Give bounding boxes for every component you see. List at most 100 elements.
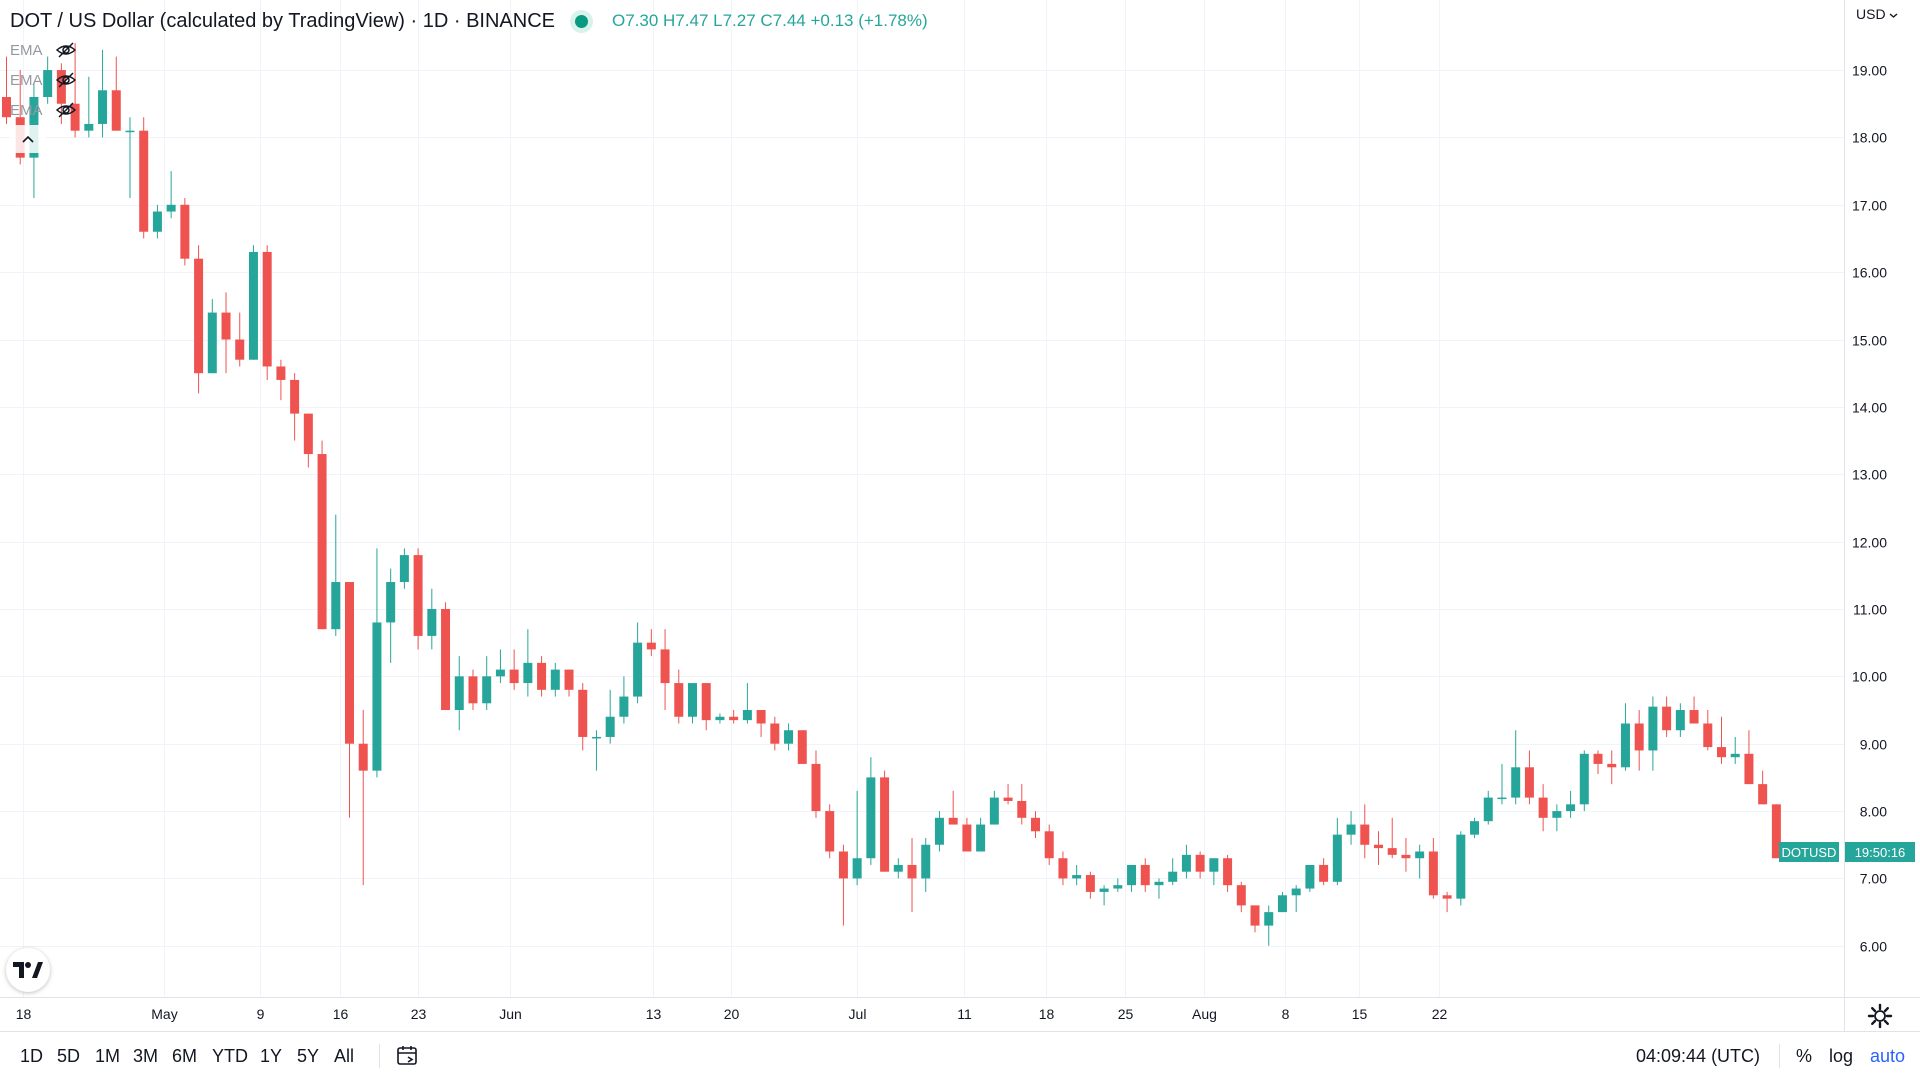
range-1d-button[interactable]: 1D	[20, 1046, 44, 1066]
candle	[564, 669, 574, 697]
indicator-ema-2[interactable]: EMA	[10, 69, 77, 91]
price-chart[interactable]: 6.00 7.00 8.00 9.00 10.00 11.00 12.00 13.00 14.0…	[0, 0, 1920, 1031]
candle-body	[386, 582, 396, 623]
candle-body	[1401, 854, 1411, 859]
price-tick-label: 18.00	[1852, 130, 1887, 146]
candle-body	[1552, 811, 1562, 818]
market-status-icon	[575, 14, 588, 28]
candle	[1085, 871, 1095, 899]
time-axis[interactable]: 18 May 9 16 23 Jun 13 20 Jul 11 18 25 Aug 8 15 22	[16, 1006, 1448, 1022]
candle-body	[756, 710, 766, 724]
candle-body	[372, 622, 382, 771]
candle	[1497, 763, 1507, 805]
range-3m-button[interactable]: 3M	[133, 1046, 159, 1066]
currency-label: USD	[1856, 6, 1886, 22]
percent-scale-toggle[interactable]: %	[1796, 1046, 1813, 1066]
time-tick-label: 23	[411, 1006, 427, 1022]
candle	[537, 656, 547, 697]
candle-body	[125, 130, 135, 133]
eye-crossed-icon[interactable]	[55, 41, 77, 59]
candle	[207, 299, 217, 374]
range-6m-button[interactable]: 6M	[172, 1046, 198, 1066]
time-tick-label: Aug	[1192, 1006, 1217, 1022]
price-tick-label: 11.00	[1853, 602, 1887, 618]
currency-selector[interactable]: USD	[1856, 6, 1898, 22]
candle	[331, 514, 341, 636]
range-all-button[interactable]: All	[334, 1046, 355, 1066]
candle	[550, 662, 560, 697]
log-scale-toggle[interactable]: log	[1829, 1046, 1854, 1066]
candle-body	[1127, 864, 1137, 886]
chevron-up-icon	[22, 135, 34, 143]
time-tick-label: 20	[724, 1006, 740, 1022]
candle	[1113, 878, 1123, 892]
eye-crossed-icon[interactable]	[55, 101, 77, 119]
candle-body	[1277, 895, 1287, 913]
candle	[1387, 817, 1397, 859]
time-tick-label: May	[151, 1006, 177, 1022]
candle	[893, 858, 903, 879]
time-tick-label: Jul	[849, 1006, 867, 1022]
candle	[646, 629, 656, 657]
candle	[399, 548, 409, 589]
price-axis[interactable]: 6.00 7.00 8.00 9.00 10.00 11.00 12.00 13.00 14.0…	[1852, 63, 1887, 955]
range-5y-button[interactable]: 5Y	[297, 1046, 320, 1066]
time-tick-label: 13	[646, 1006, 662, 1022]
candle	[139, 117, 149, 239]
auto-scale-toggle[interactable]: auto	[1870, 1046, 1906, 1066]
range-5d-button[interactable]: 5D	[57, 1046, 81, 1066]
candle-body	[1717, 747, 1726, 758]
candle-body	[797, 730, 807, 764]
candle-body	[399, 555, 409, 583]
candle-body	[207, 312, 217, 374]
time-tick-label: 25	[1118, 1006, 1134, 1022]
candle-body	[1017, 800, 1027, 818]
range-1m-button[interactable]: 1M	[95, 1046, 121, 1066]
candle-body	[523, 662, 533, 684]
candle	[523, 629, 533, 697]
candle-body	[495, 669, 505, 677]
gear-icon[interactable]	[1866, 1002, 1894, 1030]
toolbar-divider	[1779, 1044, 1780, 1068]
candle-body	[248, 251, 258, 360]
candle-body	[454, 676, 464, 711]
collapse-legend-button[interactable]	[10, 125, 46, 153]
range-1y-button[interactable]: 1Y	[260, 1046, 283, 1066]
candle-body	[742, 710, 752, 721]
candle	[674, 669, 684, 724]
candle-body	[674, 683, 684, 717]
candle	[1236, 881, 1246, 913]
candle-body	[633, 642, 643, 697]
candle	[1771, 804, 1781, 859]
indicator-ema-1[interactable]: EMA	[10, 39, 77, 61]
symbol-title[interactable]: DOT / US Dollar (calculated by TradingVi…	[10, 9, 555, 32]
calendar-goto-icon[interactable]	[396, 1044, 420, 1068]
candle	[1127, 864, 1137, 892]
candle-body	[1181, 854, 1191, 872]
candle	[1250, 905, 1260, 933]
chart-legend: DOT / US Dollar (calculated by TradingVi…	[10, 9, 928, 33]
candle-body	[866, 777, 876, 859]
range-ytd-button[interactable]: YTD	[212, 1046, 248, 1066]
candle	[1332, 817, 1342, 886]
candles	[2, 43, 1795, 946]
indicator-ema-3[interactable]: EMA	[10, 99, 77, 121]
candle-body	[482, 676, 492, 704]
candle-body	[715, 716, 725, 721]
candle	[784, 723, 794, 751]
candle	[1031, 811, 1040, 839]
candle-body	[605, 716, 615, 737]
eye-crossed-icon[interactable]	[55, 71, 77, 89]
candle-body	[921, 844, 931, 879]
utc-clock[interactable]: 04:09:44 (UTC)	[1636, 1046, 1761, 1066]
candle	[1483, 790, 1493, 825]
candle	[1689, 696, 1699, 724]
candle-body	[1730, 753, 1740, 758]
candle	[866, 757, 876, 865]
candle-body	[1593, 753, 1603, 764]
candle	[838, 844, 848, 926]
candle	[482, 656, 492, 711]
price-tick-label: 9.00	[1860, 737, 1887, 753]
time-tick-label: 16	[333, 1006, 349, 1022]
tradingview-logo[interactable]	[6, 948, 50, 992]
